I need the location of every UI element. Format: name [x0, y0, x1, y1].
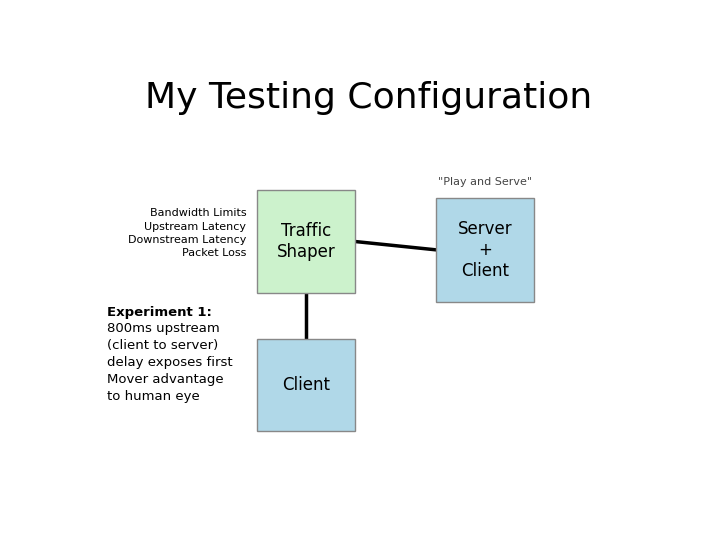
FancyBboxPatch shape — [258, 339, 355, 431]
Text: Client: Client — [282, 376, 330, 394]
Text: Experiment 1:: Experiment 1: — [107, 306, 212, 319]
Text: "Play and Serve": "Play and Serve" — [438, 178, 532, 187]
Text: Traffic
Shaper: Traffic Shaper — [277, 222, 336, 261]
Text: Server
+
Client: Server + Client — [457, 220, 512, 280]
FancyBboxPatch shape — [436, 198, 534, 302]
Text: 800ms upstream
(client to server)
delay exposes first
Mover advantage
to human e: 800ms upstream (client to server) delay … — [107, 322, 233, 403]
Text: Bandwidth Limits
Upstream Latency
Downstream Latency
Packet Loss: Bandwidth Limits Upstream Latency Downst… — [128, 208, 246, 258]
FancyBboxPatch shape — [258, 190, 355, 294]
Text: My Testing Configuration: My Testing Configuration — [145, 82, 593, 116]
